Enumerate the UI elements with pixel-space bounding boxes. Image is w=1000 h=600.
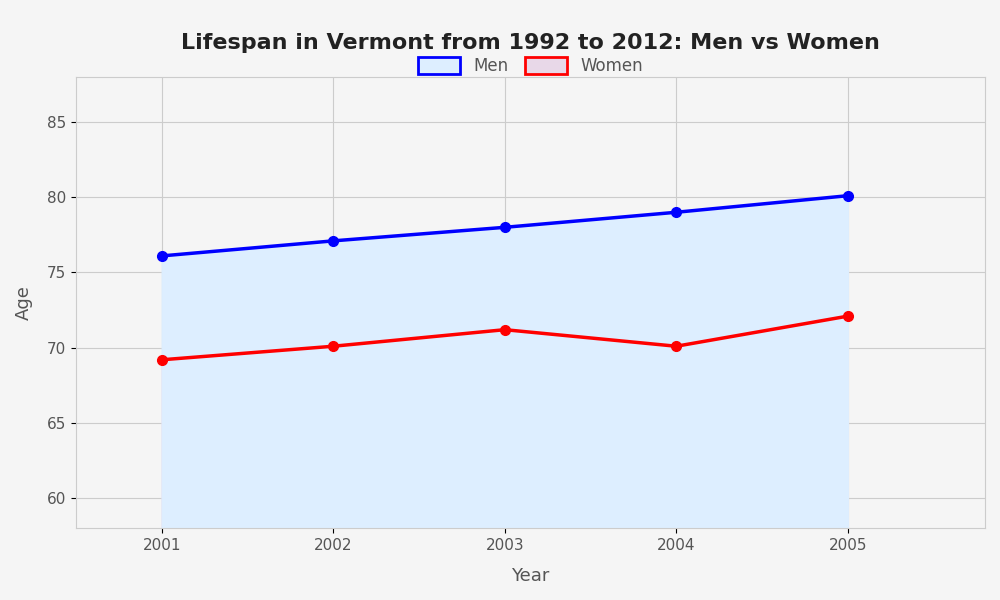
Men — [670, 209, 682, 216]
Women — [670, 343, 682, 350]
Men — [156, 253, 168, 260]
Line: Women: Women — [157, 311, 853, 365]
Y-axis label: Age: Age — [15, 285, 33, 320]
Women — [499, 326, 511, 333]
Women — [842, 313, 854, 320]
Legend: Men, Women: Men, Women — [410, 49, 651, 84]
X-axis label: Year: Year — [511, 567, 550, 585]
Women — [156, 356, 168, 364]
Men — [327, 237, 339, 244]
Men — [499, 224, 511, 231]
Men — [842, 192, 854, 199]
Women — [327, 343, 339, 350]
Line: Men: Men — [157, 191, 853, 261]
Title: Lifespan in Vermont from 1992 to 2012: Men vs Women: Lifespan in Vermont from 1992 to 2012: M… — [181, 33, 880, 53]
